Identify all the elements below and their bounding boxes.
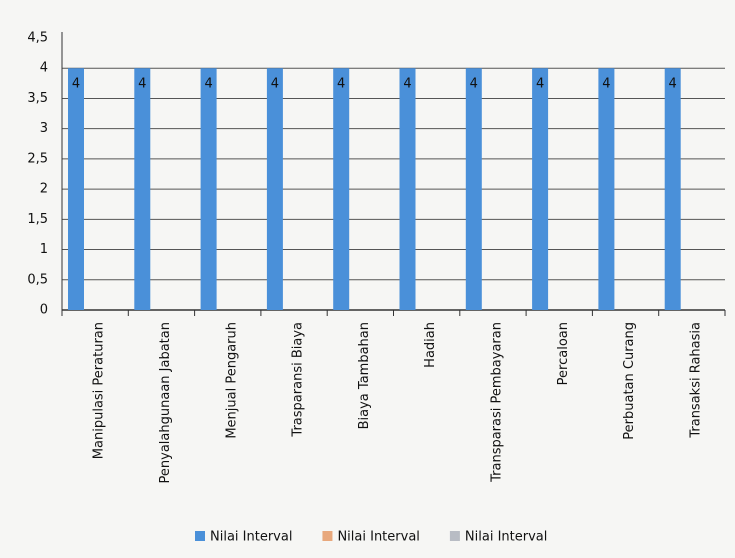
y-tick-label: 2,5 — [27, 151, 48, 166]
x-tick-label: Percaloan — [556, 322, 571, 385]
data-label: 4 — [337, 77, 345, 92]
bar — [68, 68, 84, 310]
legend-swatch — [195, 531, 205, 541]
data-label: 4 — [271, 77, 279, 92]
data-label: 4 — [669, 77, 677, 92]
data-label: 4 — [204, 77, 212, 92]
x-tick-label: Perbuatan Curang — [622, 322, 637, 440]
legend-swatch — [449, 531, 460, 541]
bar — [399, 68, 416, 310]
y-tick-label: 0,5 — [27, 272, 48, 287]
y-tick-label: 2 — [40, 182, 48, 197]
legend-swatch — [322, 531, 333, 541]
data-label: 4 — [470, 77, 478, 92]
bar — [664, 68, 681, 310]
data-label: 4 — [72, 77, 80, 92]
x-tick-label: Transparasi Pembayaran — [489, 322, 504, 483]
y-tick-label: 4,5 — [27, 31, 48, 46]
y-tick-label: 1,5 — [27, 212, 48, 227]
x-tick-label: Penyalahgunaan Jabatan — [158, 322, 173, 483]
bar — [134, 68, 151, 310]
y-tick-label: 4 — [40, 61, 48, 76]
bar — [200, 68, 217, 310]
data-label: 4 — [602, 77, 610, 92]
legend-label: Nilai Interval — [337, 530, 419, 545]
x-tick-label: Menjual Pengaruh — [224, 322, 239, 439]
bar — [465, 68, 482, 310]
y-tick-label: 3 — [40, 121, 48, 136]
y-tick-label: 1 — [40, 242, 48, 257]
x-tick-label: Biaya Tambahan — [357, 322, 372, 429]
legend-label: Nilai Interval — [210, 530, 292, 545]
legend-label: Nilai Interval — [465, 530, 547, 545]
x-tick-label: Manipulasi Peraturan — [92, 322, 107, 459]
x-tick-label: Trasparansi Biaya — [291, 322, 306, 438]
bar — [266, 68, 283, 310]
bar — [532, 68, 549, 310]
bar — [333, 68, 350, 310]
data-label: 4 — [403, 77, 411, 92]
y-tick-label: 0 — [40, 303, 48, 318]
data-label: 4 — [138, 77, 146, 92]
data-label: 4 — [536, 77, 544, 92]
x-tick-label: Hadiah — [423, 322, 438, 368]
y-tick-label: 3,5 — [27, 91, 48, 106]
bar — [598, 68, 615, 310]
x-tick-label: Transaksi Rahasia — [688, 322, 703, 439]
